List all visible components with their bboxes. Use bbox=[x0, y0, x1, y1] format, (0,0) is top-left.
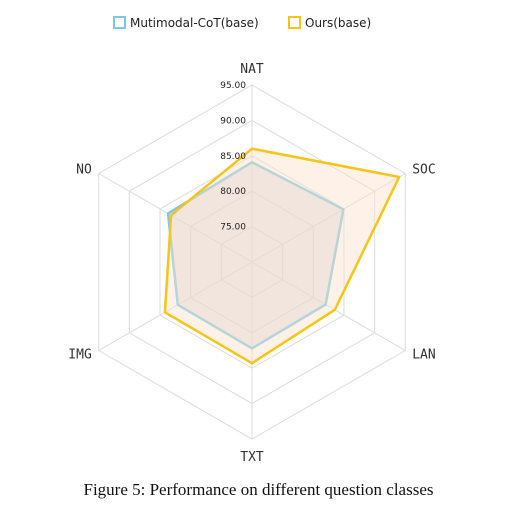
grid-spoke bbox=[98, 173, 253, 263]
tick-label: 90.00 bbox=[220, 116, 246, 126]
tick-label: 95.00 bbox=[220, 81, 246, 91]
legend-label-series-0: Mutimodal-CoT(base) bbox=[130, 16, 259, 30]
tick-label: 80.00 bbox=[220, 187, 246, 197]
grid-spoke bbox=[98, 261, 253, 351]
legend-swatch-series-1 bbox=[288, 16, 301, 29]
legend-label-series-1: Ours(base) bbox=[305, 16, 371, 30]
radar-axis-labels: NAT SOC LAN TXT IMG NO bbox=[68, 62, 435, 465]
grid-spoke bbox=[251, 261, 406, 351]
radar-series bbox=[163, 147, 401, 365]
axis-label-no: NO bbox=[76, 163, 92, 178]
legend-swatch-series-0 bbox=[113, 16, 126, 29]
legend: Mutimodal-CoT(base) Ours(base) bbox=[113, 16, 371, 30]
axis-label-lan: LAN bbox=[412, 348, 435, 363]
radar-chart: Mutimodal-CoT(base) Ours(base) 75.00 80.0… bbox=[68, 16, 436, 465]
axis-label-txt: TXT bbox=[240, 450, 264, 465]
tick-label: 75.00 bbox=[220, 223, 246, 233]
tick-label: 85.00 bbox=[220, 152, 246, 162]
series-0-area bbox=[166, 160, 345, 350]
axis-label-soc: SOC bbox=[412, 163, 435, 178]
grid-spoke bbox=[251, 173, 406, 263]
axis-label-nat: NAT bbox=[240, 62, 264, 77]
radar-ticks: 75.00 80.00 85.00 90.00 95.00 bbox=[220, 81, 246, 233]
figure-caption: Figure 5: Performance on different quest… bbox=[83, 480, 434, 499]
axis-label-img: IMG bbox=[68, 348, 92, 363]
series-1-area bbox=[163, 147, 401, 365]
